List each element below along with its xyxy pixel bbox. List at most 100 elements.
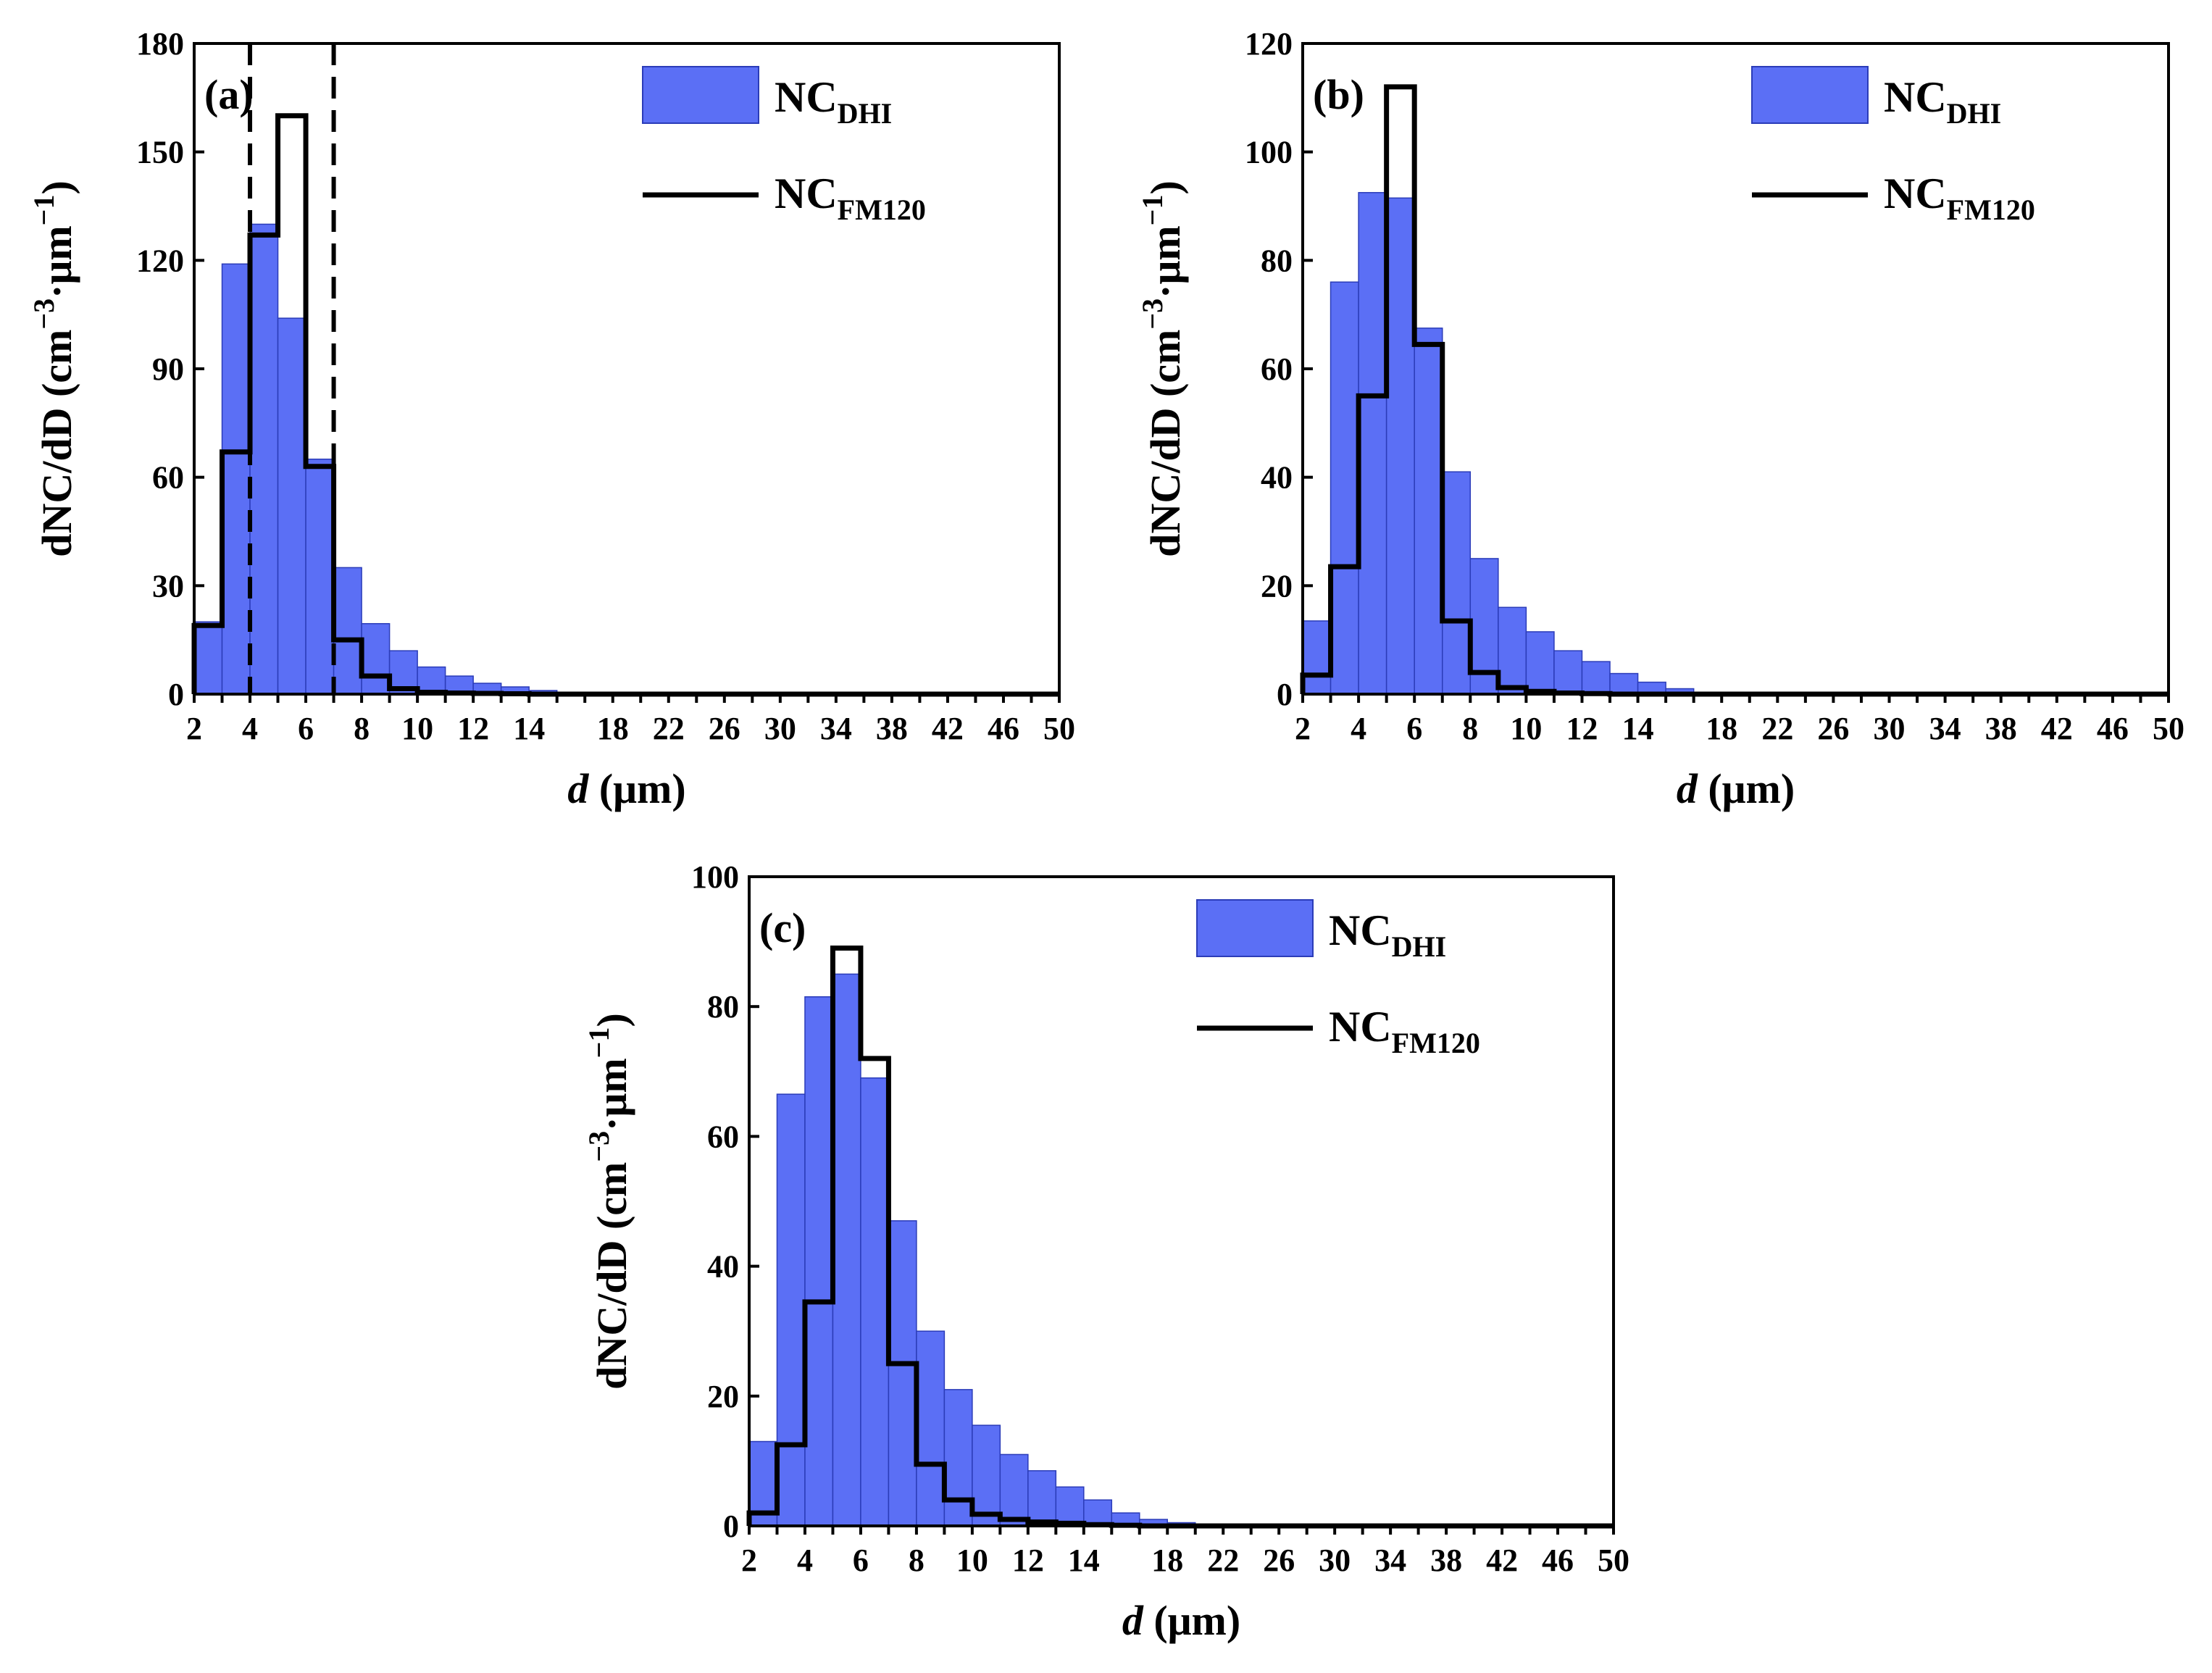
x-tick-label: 8 xyxy=(1462,711,1478,746)
x-tick-label: 18 xyxy=(1706,711,1737,746)
y-tick-label: 40 xyxy=(707,1249,739,1285)
x-tick-label: 22 xyxy=(653,711,685,746)
x-tick-label: 30 xyxy=(764,711,796,746)
y-tick-label: 60 xyxy=(152,460,184,496)
x-axis-title-var: d xyxy=(1677,765,1698,812)
bar-nc-dhi xyxy=(333,567,362,695)
x-tick-label: 38 xyxy=(1430,1543,1462,1578)
y-axis-title-end: ) xyxy=(588,1013,635,1027)
bar-nc-dhi xyxy=(249,223,279,695)
bar-nc-dhi xyxy=(305,458,335,695)
legend-label-sub: DHI xyxy=(1947,97,2002,130)
bar-nc-dhi xyxy=(1027,1470,1057,1527)
x-tick-label: 8 xyxy=(909,1543,925,1578)
y-tick-label: 20 xyxy=(1261,568,1293,604)
y-tick-label: 120 xyxy=(136,243,184,278)
legend-label-base: NC xyxy=(1329,906,1392,954)
x-tick-label: 18 xyxy=(597,711,629,746)
legend-label-nc-dhi: NCDHI xyxy=(1329,906,1446,963)
x-tick-label: 4 xyxy=(797,1543,813,1578)
y-axis-title-end: ) xyxy=(1142,180,1189,194)
y-tick-label: 20 xyxy=(707,1379,739,1414)
bar-nc-dhi xyxy=(1055,1486,1085,1527)
bar-nc-dhi xyxy=(1414,327,1443,695)
y-tick-label: 180 xyxy=(136,26,184,62)
legend-label-base: NC xyxy=(775,170,838,217)
bar-nc-dhi xyxy=(1330,281,1359,695)
x-axis-title: d (μm) xyxy=(1677,765,1795,812)
x-tick-label: 34 xyxy=(1374,1543,1406,1578)
bar-nc-dhi xyxy=(1358,192,1387,695)
x-tick-label: 2 xyxy=(186,711,202,746)
legend-swatch-nc-dhi xyxy=(1751,66,1869,124)
x-tick-label: 42 xyxy=(1486,1543,1518,1578)
y-axis-title-sup2: −1 xyxy=(583,1027,615,1059)
x-tick-label: 14 xyxy=(1622,711,1654,746)
y-axis-title: dNC/dD (cm−3·μm−1) xyxy=(583,1013,635,1390)
y-axis-title-sup2: −1 xyxy=(28,195,60,226)
y-tick-label: 30 xyxy=(152,568,184,604)
x-axis-title-unit: (μm) xyxy=(1698,765,1795,812)
y-tick-label: 40 xyxy=(1261,460,1293,496)
x-tick-label: 46 xyxy=(1542,1543,1574,1578)
bar-nc-dhi xyxy=(999,1453,1029,1527)
legend-swatch-nc-dhi xyxy=(1196,899,1314,957)
bar-nc-dhi xyxy=(860,1077,890,1527)
x-tick-label: 34 xyxy=(820,711,852,746)
bar-nc-dhi xyxy=(832,973,861,1527)
y-axis-title: dNC/dD (cm−3·μm−1) xyxy=(28,180,80,557)
bar-nc-dhi xyxy=(193,621,223,695)
x-tick-label: 38 xyxy=(1985,711,2017,746)
legend-label-sub: FM120 xyxy=(838,193,926,226)
bar-nc-dhi xyxy=(1498,606,1527,695)
x-axis-title-var: d xyxy=(1122,1597,1144,1644)
x-tick-label: 50 xyxy=(1043,711,1075,746)
panel-label: (b) xyxy=(1313,71,1364,118)
y-tick-label: 100 xyxy=(691,859,739,895)
legend-label-nc-dhi: NCDHI xyxy=(1884,73,2001,130)
legend-swatch-nc-dhi xyxy=(642,66,759,124)
y-axis-title: dNC/dD (cm−3·μm−1) xyxy=(1136,180,1189,557)
x-tick-label: 14 xyxy=(1068,1543,1100,1578)
y-axis-title-mid: ·μm xyxy=(33,225,80,299)
x-tick-label: 4 xyxy=(1351,711,1366,746)
y-tick-label: 0 xyxy=(1277,677,1293,712)
panel-label: (a) xyxy=(204,71,254,118)
x-tick-label: 46 xyxy=(2097,711,2129,746)
legend-label-nc-fm120: NCFM120 xyxy=(1884,170,2035,226)
x-tick-label: 18 xyxy=(1151,1543,1183,1578)
bar-nc-dhi xyxy=(1525,631,1555,695)
legend-label-base: NC xyxy=(1884,73,1947,121)
bar-nc-dhi xyxy=(776,1093,806,1527)
x-tick-label: 22 xyxy=(1207,1543,1239,1578)
x-tick-label: 22 xyxy=(1761,711,1793,746)
legend-label-sub: DHI xyxy=(838,97,893,130)
y-axis-title-end: ) xyxy=(33,180,80,194)
x-tick-label: 30 xyxy=(1319,1543,1351,1578)
x-tick-label: 6 xyxy=(1406,711,1422,746)
bar-nc-dhi xyxy=(1385,197,1415,695)
bar-nc-dhi xyxy=(972,1424,1001,1527)
y-axis-title-sup1: −3 xyxy=(1136,299,1169,330)
bar-nc-dhi xyxy=(1553,650,1583,695)
x-tick-label: 26 xyxy=(709,711,740,746)
legend-label-nc-dhi: NCDHI xyxy=(775,73,892,130)
x-tick-label: 26 xyxy=(1263,1543,1295,1578)
y-axis-title-mid: ·μm xyxy=(1142,225,1189,299)
legend-label-sub: FM120 xyxy=(1392,1027,1480,1059)
x-tick-label: 42 xyxy=(932,711,964,746)
x-tick-label: 46 xyxy=(988,711,1019,746)
x-tick-label: 10 xyxy=(956,1543,988,1578)
bar-nc-dhi xyxy=(221,263,251,695)
bar-nc-dhi xyxy=(277,317,306,695)
y-tick-label: 60 xyxy=(1261,351,1293,387)
legend-label-sub: DHI xyxy=(1392,930,1447,963)
bar-nc-dhi xyxy=(916,1330,946,1527)
plot-frame xyxy=(748,875,1615,1527)
bar-nc-dhi xyxy=(361,622,391,695)
y-tick-label: 100 xyxy=(1245,135,1293,170)
legend-label-base: NC xyxy=(1329,1003,1392,1051)
legend-label-base: NC xyxy=(775,73,838,121)
x-axis-title-unit: (μm) xyxy=(588,765,685,812)
